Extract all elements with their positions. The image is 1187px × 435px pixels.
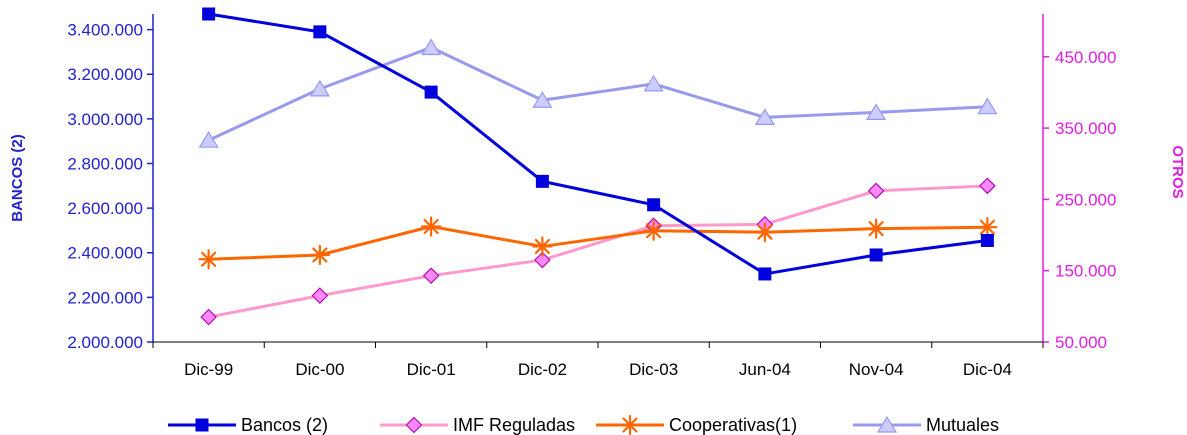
data-point-mutuales bbox=[421, 38, 442, 56]
data-point-cooperativas-1 bbox=[754, 222, 775, 243]
x-tick-label: Dic-03 bbox=[629, 360, 678, 379]
x-tick-label: Jun-04 bbox=[739, 360, 791, 379]
left-axis-title: BANCOS (2) bbox=[9, 134, 26, 222]
left-tick-label: 2.400.000 bbox=[67, 244, 143, 263]
data-point-bancos-2 bbox=[202, 7, 216, 21]
data-point-mutuales bbox=[309, 79, 330, 97]
data-point-mutuales bbox=[643, 74, 664, 92]
series-line-cooperativas-1 bbox=[208, 224, 988, 261]
left-tick-label: 2.200.000 bbox=[67, 288, 143, 307]
data-point-bancos-2 bbox=[758, 267, 772, 281]
legend-label: Mutuales bbox=[926, 415, 999, 435]
data-point-cooperativas-1 bbox=[421, 216, 442, 237]
left-tick-label: 3.000.000 bbox=[67, 110, 143, 129]
data-point-cooperativas-1 bbox=[309, 244, 330, 266]
data-point-cooperativas-1 bbox=[866, 218, 887, 239]
x-tick-label: Dic-99 bbox=[184, 360, 233, 379]
legend-item-imf-reguladas: IMF Reguladas bbox=[380, 415, 575, 435]
data-point-bancos-2 bbox=[424, 85, 438, 99]
legend-marker bbox=[876, 415, 898, 433]
left-axis: 2.000.000 2.200.000 2.400.000 2.600.000 2.80… bbox=[9, 14, 154, 352]
x-axis-ticks: Dic-99 Dic-00 Dic-01 Dic-02 Dic-03 Jun-04 Nov-… bbox=[152, 342, 1044, 379]
legend-label: Bancos (2) bbox=[241, 415, 328, 435]
data-point-cooperativas-1 bbox=[532, 236, 553, 257]
legend-marker bbox=[619, 414, 641, 435]
right-axis-title: OTROS bbox=[1169, 145, 1186, 198]
left-axis-ticks: 2.000.000 2.200.000 2.400.000 2.600.000 2.80… bbox=[67, 21, 153, 352]
data-point-mutuales bbox=[754, 108, 775, 125]
legend-item-bancos-2: Bancos (2) bbox=[168, 415, 328, 435]
legend-item-cooperativas-1: Cooperativas(1) bbox=[596, 414, 797, 435]
data-point-imf-reguladas bbox=[534, 251, 551, 269]
data-point-mutuales bbox=[198, 131, 219, 148]
right-tick-label: 150.000 bbox=[1055, 262, 1116, 281]
data-point-cooperativas-1 bbox=[977, 217, 998, 238]
legend-item-mutuales: Mutuales bbox=[853, 415, 999, 435]
x-tick-label: Nov-04 bbox=[849, 360, 904, 379]
data-point-imf-reguladas bbox=[311, 287, 329, 305]
series-line-mutuales bbox=[207, 46, 988, 142]
x-tick-label: Dic-01 bbox=[407, 360, 456, 379]
left-tick-label: 3.200.000 bbox=[67, 65, 143, 84]
left-tick-label: 2.600.000 bbox=[67, 199, 143, 218]
x-tick-label: Dic-02 bbox=[518, 360, 567, 379]
right-tick-label: 250.000 bbox=[1055, 190, 1116, 209]
legend-label: IMF Reguladas bbox=[453, 415, 575, 435]
right-tick-label: 50.000 bbox=[1055, 333, 1107, 352]
data-point-imf-reguladas bbox=[979, 177, 996, 195]
legend-label: Cooperativas(1) bbox=[669, 415, 797, 435]
series-line-bancos-2 bbox=[208, 12, 988, 276]
data-point-bancos-2 bbox=[535, 174, 549, 188]
data-point-cooperativas-1 bbox=[198, 249, 219, 270]
data-point-bancos-2 bbox=[869, 248, 883, 262]
right-axis-ticks: 50.000 150.000 250.000 350.000 450.000 bbox=[1043, 48, 1116, 352]
x-tick-label: Dic-00 bbox=[295, 360, 344, 379]
left-tick-label: 2.000.000 bbox=[67, 333, 143, 352]
x-tick-label: Dic-04 bbox=[963, 360, 1012, 379]
right-tick-label: 350.000 bbox=[1055, 119, 1116, 138]
data-point-bancos-2 bbox=[647, 198, 661, 212]
data-point-imf-reguladas bbox=[422, 267, 440, 285]
data-point-mutuales bbox=[866, 103, 887, 121]
series-bancos-2 bbox=[202, 7, 994, 281]
right-tick-label: 450.000 bbox=[1055, 48, 1116, 67]
data-point-mutuales bbox=[977, 97, 998, 115]
data-point-imf-reguladas bbox=[867, 182, 885, 200]
data-point-bancos-2 bbox=[313, 25, 327, 39]
data-point-mutuales bbox=[532, 91, 553, 108]
legend-marker bbox=[405, 416, 423, 434]
series-cooperativas-1 bbox=[198, 216, 998, 270]
series-mutuales bbox=[198, 38, 998, 148]
series-layer bbox=[198, 7, 998, 326]
data-point-cooperativas-1 bbox=[643, 220, 664, 241]
legend-marker bbox=[195, 418, 209, 432]
data-point-bancos-2 bbox=[980, 233, 994, 247]
legend: Bancos (2) IMF Reguladas Cooperativas(1) Mu… bbox=[168, 414, 999, 435]
x-axis: Dic-99 Dic-00 Dic-01 Dic-02 Dic-03 Jun-04 Nov-… bbox=[152, 341, 1044, 379]
right-axis: 50.000 150.000 250.000 350.000 450.000 OTROS bbox=[1042, 14, 1186, 352]
data-point-imf-reguladas bbox=[200, 308, 217, 326]
left-tick-label: 3.400.000 bbox=[67, 21, 143, 40]
left-tick-label: 2.800.000 bbox=[67, 154, 143, 173]
series-line-imf-reguladas bbox=[208, 184, 988, 319]
